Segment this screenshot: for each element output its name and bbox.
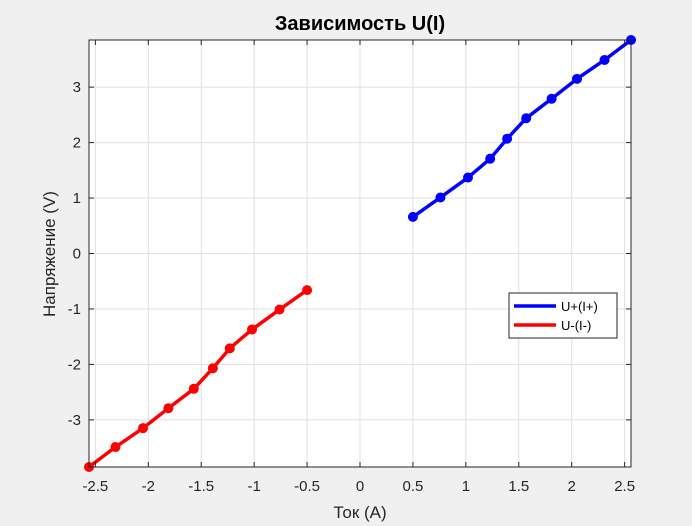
series-2 (84, 285, 313, 472)
legend-box (508, 292, 618, 339)
x-tick-label: -0.5 (294, 478, 320, 495)
data-point (302, 285, 313, 296)
x-axis-label: Ток (A) (333, 503, 386, 522)
data-point (163, 403, 174, 414)
x-tick-label: -2.5 (82, 478, 108, 495)
y-tick-label: -1 (68, 301, 81, 318)
x-tick-label: 2.5 (614, 478, 635, 495)
series-line (411, 38, 633, 219)
y-tick-label: -3 (68, 412, 81, 429)
data-point (521, 113, 532, 124)
x-tick-label: -1 (247, 478, 260, 495)
x-tick-label: 1.5 (508, 478, 529, 495)
data-point (599, 54, 610, 65)
x-tick-label: 0 (356, 478, 364, 495)
y-tick-label: 2 (73, 135, 81, 152)
data-point (572, 73, 583, 84)
y-tick-label: -2 (68, 356, 81, 373)
x-tick-label: 2 (568, 478, 576, 495)
legend-label: U-(I-) (561, 318, 591, 333)
data-point (462, 172, 473, 183)
data-point (110, 442, 121, 453)
data-point (247, 324, 258, 335)
y-tick-label: 3 (73, 79, 81, 96)
data-point (435, 192, 446, 203)
data-point (137, 423, 148, 434)
series-line (87, 288, 309, 469)
data-point (502, 133, 513, 144)
data-point (188, 383, 199, 394)
data-point (207, 363, 218, 374)
data-point (546, 93, 557, 104)
x-tick-label: 0.5 (403, 478, 424, 495)
legend: U+(I+) U-(I-) (508, 292, 618, 339)
chart-title: Зависимость U(I) (275, 13, 445, 35)
x-tick-label: 1 (462, 478, 470, 495)
data-point (274, 304, 285, 315)
ticks: -2.5 -2 -1.5 -1 -0.5 0 0.5 1 1.5 2 2.5 -3 -2 -1 0 1 2 3 (68, 40, 635, 495)
data-point (485, 153, 496, 164)
y-tick-label: 0 (73, 246, 81, 263)
series-1 (407, 35, 636, 222)
y-axis-label: Напряжение (V) (40, 191, 59, 317)
data-point (224, 343, 235, 354)
series-layer (84, 35, 636, 472)
x-tick-label: -1.5 (188, 478, 214, 495)
legend-label: U+(I+) (561, 299, 598, 314)
grid (89, 40, 631, 467)
y-tick-label: 1 (73, 190, 81, 207)
data-point (407, 211, 418, 222)
x-tick-label: -2 (142, 478, 155, 495)
